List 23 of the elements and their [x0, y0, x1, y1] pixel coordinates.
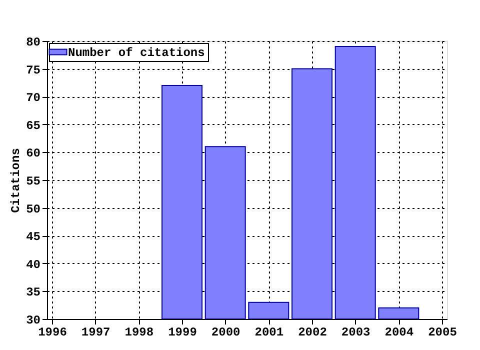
y-tick-label: 40 [26, 258, 40, 272]
y-tick-label: 45 [26, 230, 40, 244]
x-tick-label: 2004 [384, 326, 414, 340]
x-tick-label: 2002 [298, 326, 327, 340]
y-tick-label: 70 [26, 91, 40, 106]
x-tick-label: 2003 [341, 326, 370, 340]
x-tick-label: 1997 [81, 326, 110, 340]
legend-label: Number of citations [68, 46, 205, 60]
x-tick-label: 2005 [428, 326, 457, 340]
x-tick-label: 1998 [124, 326, 154, 340]
y-tick-label: 30 [26, 314, 40, 328]
y-tick-label: 35 [26, 286, 40, 300]
x-tick-label: 1999 [168, 326, 197, 340]
y-tick-label: 65 [26, 118, 40, 133]
y-tick-label: 50 [26, 202, 40, 216]
y-tick-label: 80 [26, 36, 40, 50]
x-tick-label: 2001 [254, 326, 284, 340]
y-tick-label: 75 [26, 63, 40, 78]
y-axis-title: Citations [9, 148, 24, 213]
y-tick-label: 60 [26, 146, 40, 161]
x-tick-label: 2000 [211, 326, 240, 340]
x-tick-label: 1996 [38, 326, 67, 340]
y-tick-label: 55 [26, 174, 40, 188]
